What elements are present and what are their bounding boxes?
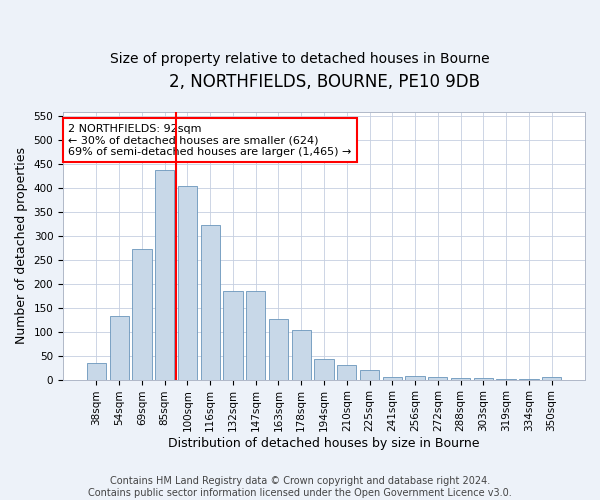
Bar bbox=[451, 378, 470, 380]
Y-axis label: Number of detached properties: Number of detached properties bbox=[15, 147, 28, 344]
Bar bbox=[473, 378, 493, 380]
Bar bbox=[155, 170, 175, 380]
Text: Size of property relative to detached houses in Bourne: Size of property relative to detached ho… bbox=[110, 52, 490, 66]
Bar bbox=[292, 330, 311, 380]
Bar bbox=[200, 226, 220, 380]
Bar bbox=[269, 320, 288, 380]
Text: 2 NORTHFIELDS: 92sqm
← 30% of detached houses are smaller (624)
69% of semi-deta: 2 NORTHFIELDS: 92sqm ← 30% of detached h… bbox=[68, 124, 352, 157]
Bar bbox=[246, 291, 265, 380]
Title: 2, NORTHFIELDS, BOURNE, PE10 9DB: 2, NORTHFIELDS, BOURNE, PE10 9DB bbox=[169, 72, 479, 90]
Bar bbox=[406, 376, 425, 380]
Bar bbox=[314, 358, 334, 380]
Bar bbox=[132, 249, 152, 380]
Bar bbox=[223, 291, 242, 380]
Bar bbox=[496, 378, 516, 380]
Bar bbox=[337, 365, 356, 380]
Bar bbox=[428, 377, 448, 380]
Text: Contains HM Land Registry data © Crown copyright and database right 2024.
Contai: Contains HM Land Registry data © Crown c… bbox=[88, 476, 512, 498]
Bar bbox=[87, 363, 106, 380]
Bar bbox=[360, 370, 379, 380]
Bar bbox=[110, 316, 129, 380]
Bar bbox=[383, 376, 402, 380]
Bar bbox=[542, 376, 561, 380]
Bar bbox=[178, 186, 197, 380]
X-axis label: Distribution of detached houses by size in Bourne: Distribution of detached houses by size … bbox=[168, 437, 480, 450]
Bar bbox=[519, 378, 539, 380]
